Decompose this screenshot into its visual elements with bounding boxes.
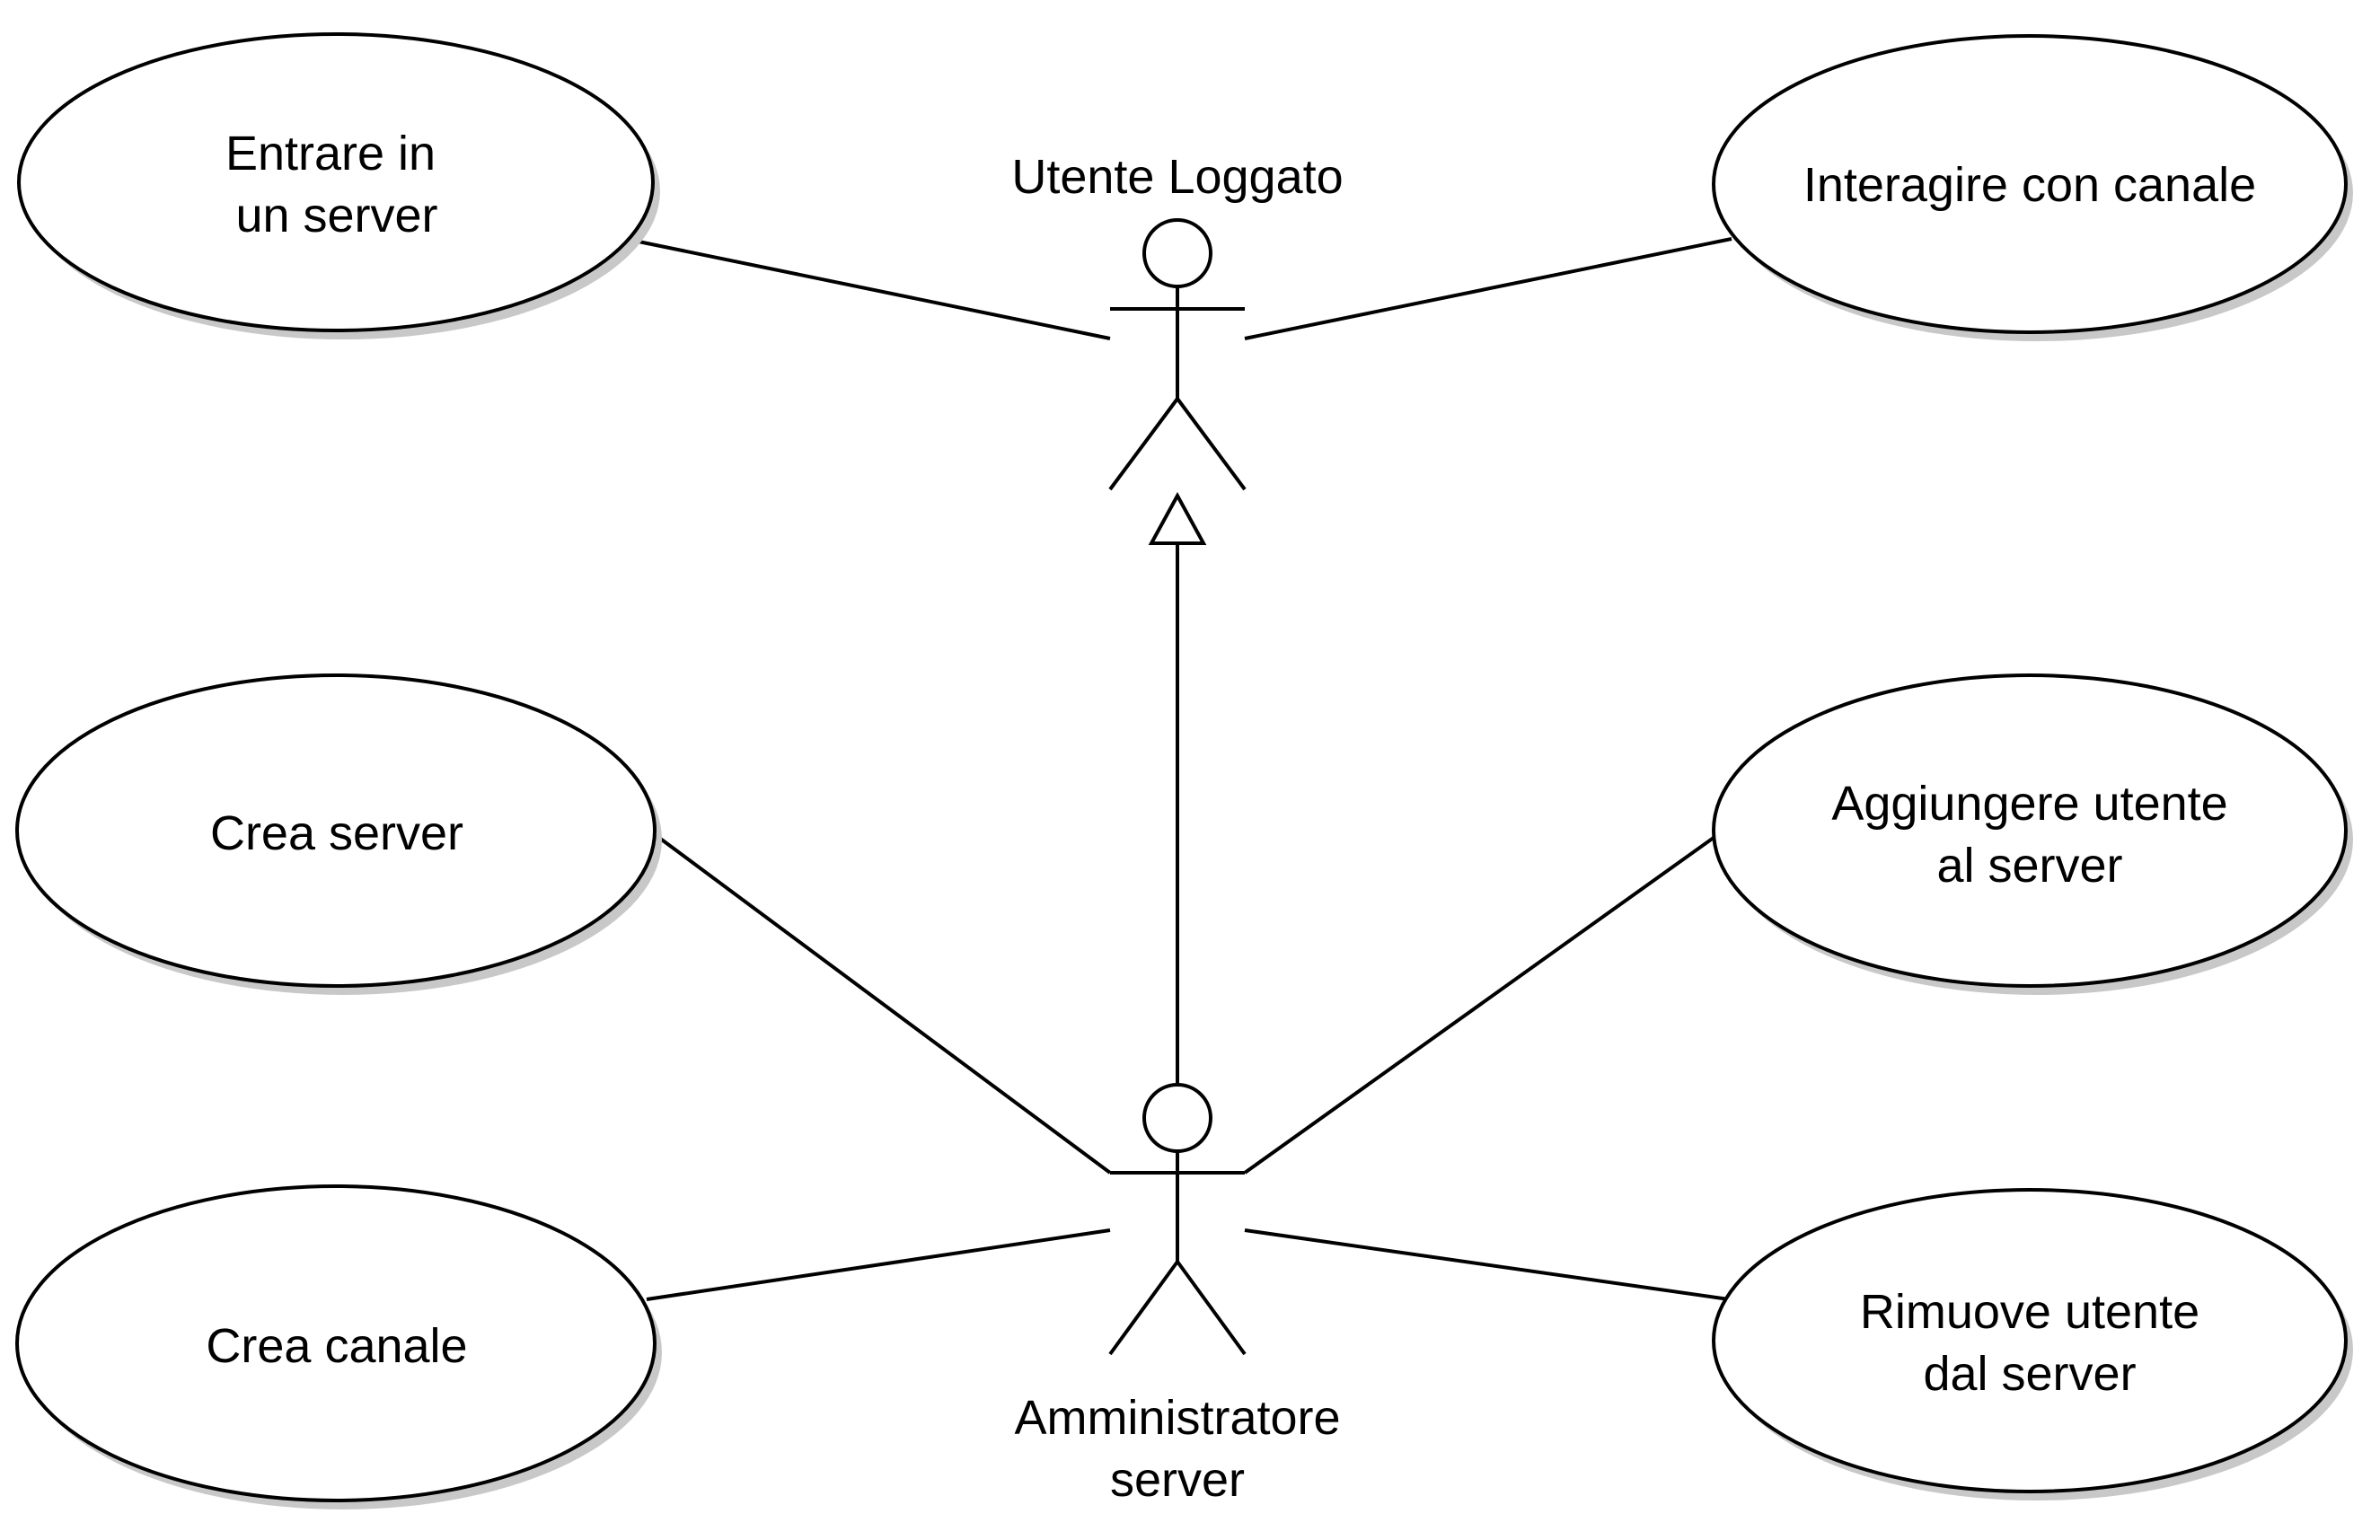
- use-case-rimuove-utente-line1: Rimuove utente: [1860, 1285, 2199, 1339]
- use-case-aggiungere-utente[interactable]: Aggiungere utente al server: [1712, 673, 2353, 995]
- use-case-rimuove-utente-ellipse: [1712, 1188, 2348, 1493]
- actor-amministratore-left-leg: [1108, 1260, 1179, 1356]
- use-case-entrare-server-line1: Entrare in: [225, 127, 436, 180]
- link-utente-entrare-server: [633, 239, 1111, 340]
- use-case-entrare-server[interactable]: Entrare in un server: [17, 32, 660, 339]
- link-admin-crea-canale: [646, 1228, 1111, 1301]
- actor-utente-loggato[interactable]: Utente Loggato: [1011, 150, 1344, 491]
- use-case-rimuove-utente[interactable]: Rimuove utente dal server: [1712, 1188, 2353, 1500]
- use-case-interagire-canale-line1: Interagire con canale: [1803, 158, 2256, 212]
- use-case-aggiungere-utente-ellipse: [1712, 673, 2348, 988]
- actor-utente-loggato-right-leg: [1176, 397, 1247, 491]
- actor-amministratore[interactable]: Amministratore server: [1014, 1083, 1341, 1507]
- actor-utente-loggato-head: [1142, 218, 1212, 288]
- use-case-entrare-server-ellipse: [17, 32, 655, 332]
- use-case-crea-canale[interactable]: Crea canale: [15, 1184, 662, 1509]
- use-case-aggiungere-utente-line2: al server: [1936, 839, 2122, 893]
- use-case-interagire-canale[interactable]: Interagire con canale: [1712, 34, 2353, 341]
- use-case-crea-server-line1: Crea server: [210, 806, 463, 860]
- actor-utente-loggato-label: Utente Loggato: [1011, 150, 1343, 204]
- link-admin-rimuove-utente: [1244, 1228, 1730, 1301]
- use-case-rimuove-utente-line2: dal server: [1923, 1347, 2136, 1401]
- actor-amministratore-label-line2: server: [1110, 1453, 1245, 1507]
- use-case-crea-canale-line1: Crea canale: [206, 1319, 467, 1373]
- link-utente-interagire-canale: [1244, 237, 1732, 340]
- use-case-entrare-server-line2: un server: [235, 189, 437, 242]
- use-case-crea-server-ellipse: [15, 673, 657, 988]
- use-case-crea-canale-ellipse: [15, 1184, 657, 1502]
- actor-amministratore-label-line1: Amministratore: [1014, 1391, 1340, 1445]
- actor-amministratore-right-leg: [1176, 1260, 1247, 1356]
- connections: [633, 237, 1732, 1301]
- generalization-arrowhead: [1148, 491, 1207, 545]
- use-case-crea-server[interactable]: Crea server: [15, 673, 662, 995]
- actor-amministratore-head: [1142, 1083, 1212, 1153]
- actor-utente-loggato-left-leg: [1108, 397, 1179, 491]
- link-admin-aggiungere-utente: [1243, 833, 1719, 1175]
- use-case-interagire-canale-ellipse: [1712, 34, 2348, 334]
- use-case-aggiungere-utente-line1: Aggiungere utente: [1831, 777, 2227, 831]
- link-admin-crea-server: [654, 833, 1112, 1175]
